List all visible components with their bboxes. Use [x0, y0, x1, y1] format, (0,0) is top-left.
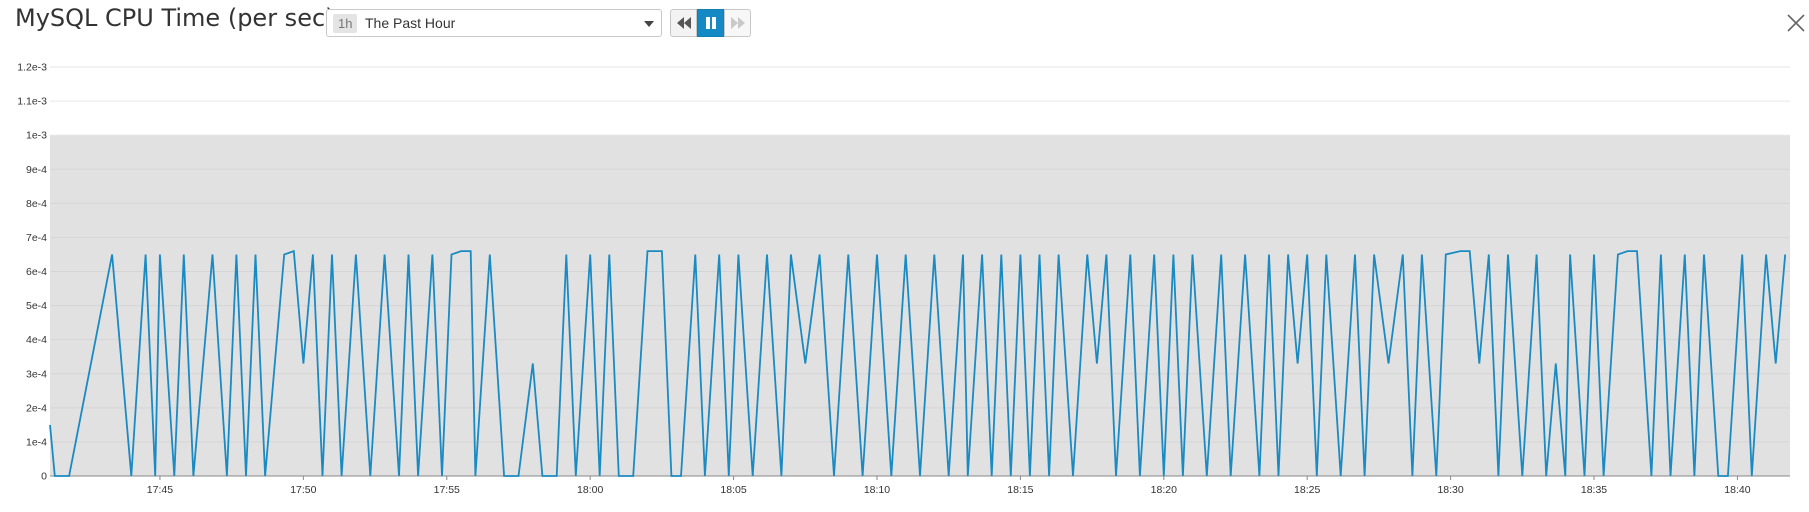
x-tick-label: 17:55 — [434, 484, 460, 496]
x-tick-label: 18:05 — [720, 484, 746, 496]
x-tick-label: 18:00 — [577, 484, 603, 496]
y-tick-label: 1.2e-3 — [17, 62, 47, 74]
y-tick-label: 1e-3 — [26, 130, 47, 142]
y-tick-label: 1e-4 — [26, 436, 47, 448]
x-tick-label: 18:20 — [1151, 484, 1177, 496]
close-button[interactable] — [1785, 12, 1807, 34]
rewind-button[interactable] — [670, 9, 697, 37]
pause-button[interactable] — [697, 9, 724, 37]
timeframe-label: The Past Hour — [365, 15, 456, 31]
rewind-icon — [676, 17, 691, 29]
close-icon — [1787, 14, 1805, 32]
x-tick-label: 18:30 — [1437, 484, 1463, 496]
x-tick-label: 17:50 — [290, 484, 316, 496]
series-line — [49, 249, 1787, 477]
y-tick-label: 6e-4 — [26, 266, 47, 278]
y-tick-label: 3e-4 — [26, 368, 47, 380]
page-title: MySQL CPU Time (per sec) — [15, 4, 335, 32]
playback-controls — [670, 9, 753, 37]
fast-forward-button[interactable] — [724, 9, 751, 37]
graph-header: MySQL CPU Time (per sec) 1h The Past Hou… — [0, 0, 1809, 48]
y-tick-label: 4e-4 — [26, 334, 47, 346]
y-tick-label: 2e-4 — [26, 402, 47, 414]
y-tick-label: 7e-4 — [26, 232, 47, 244]
y-tick-label: 5e-4 — [26, 300, 47, 312]
chevron-down-icon — [644, 21, 654, 27]
pause-icon — [705, 17, 716, 29]
fast-forward-icon — [730, 17, 745, 29]
x-tick-label: 18:10 — [864, 484, 890, 496]
timeframe-badge: 1h — [333, 14, 358, 33]
cpu-time-chart: 0 1e-4 2e-4 3e-4 4e-4 5e-4 6e-4 7e-4 8e-4 9e-4 1e-… — [17, 62, 1790, 496]
timeframe-select[interactable]: 1h The Past Hour — [326, 9, 662, 37]
y-tick-label: 0 — [41, 471, 47, 483]
x-tick-label: 18:15 — [1007, 484, 1033, 496]
x-tick-label: 18:35 — [1581, 484, 1607, 496]
y-tick-label: 8e-4 — [26, 198, 47, 210]
x-tick-label: 18:25 — [1294, 484, 1320, 496]
y-tick-label: 9e-4 — [26, 164, 47, 176]
y-tick-label: 1.1e-3 — [17, 96, 47, 108]
x-tick-label: 17:45 — [147, 484, 173, 496]
x-tick-label: 18:40 — [1724, 484, 1750, 496]
